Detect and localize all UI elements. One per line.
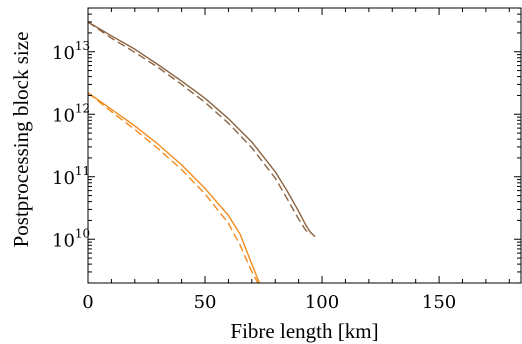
x-axis-title: Fibre length [km]: [230, 319, 378, 343]
x-tick-label: 0: [82, 292, 93, 313]
x-tick-label: 100: [305, 292, 339, 313]
series-line-4: [88, 92, 259, 283]
series-line-2: [88, 21, 311, 235]
series-line-3: [88, 92, 261, 283]
y-tick-label: 1010: [52, 226, 90, 251]
series-layer: [88, 21, 316, 283]
y-axis: 1010 1011 1012 1013: [52, 7, 521, 284]
y-tick-label: 1012: [52, 101, 90, 126]
y-tick-label: 1011: [52, 164, 90, 189]
x-tick-label: 50: [194, 292, 217, 313]
y-tick-label: 1013: [52, 39, 90, 64]
x-axis: 0 50 100 150: [82, 8, 510, 313]
series-group: [88, 21, 316, 283]
x-tick-label: 150: [422, 292, 456, 313]
series-line-1: [88, 21, 316, 238]
y-axis-title: Postprocessing block size: [9, 32, 33, 248]
plot-frame: [87, 7, 522, 284]
